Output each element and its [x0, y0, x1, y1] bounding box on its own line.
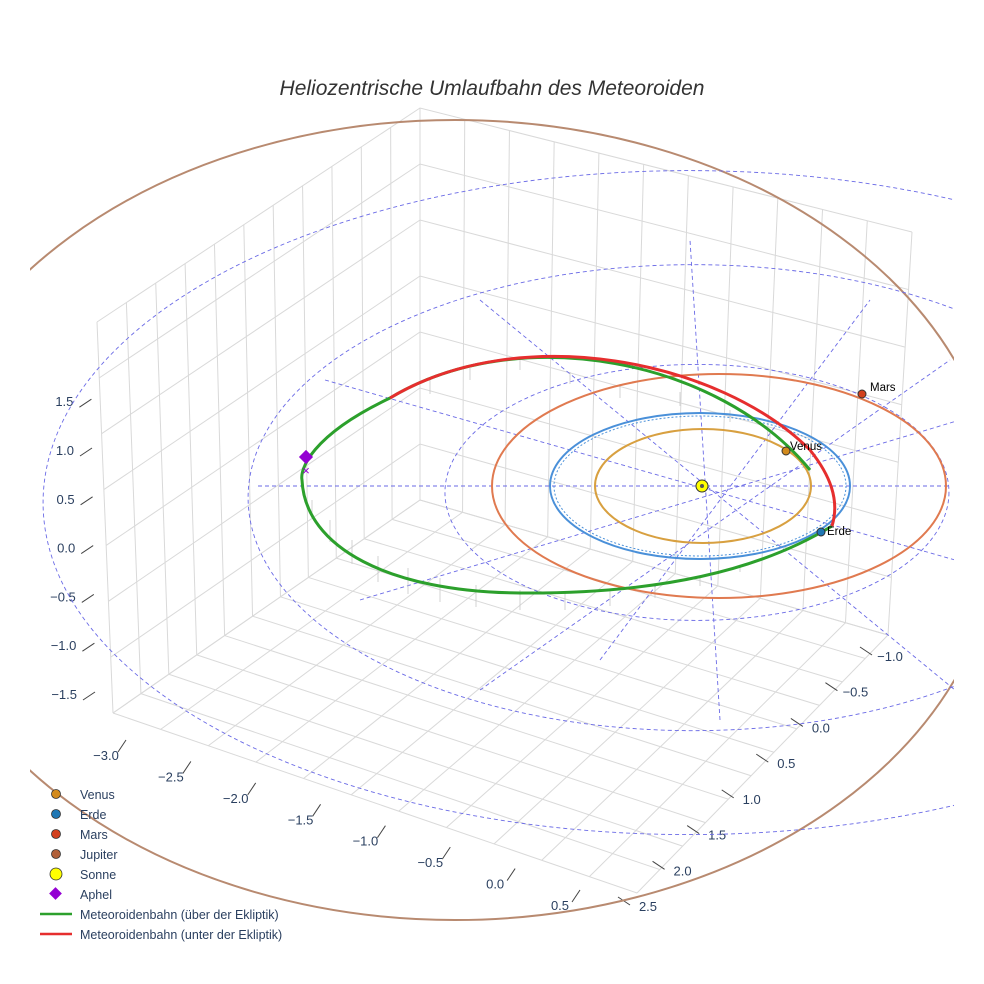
axis-ticks: −1.5 −1.0 −0.5 0.0 0.5 1.0 1.5 −3.0 −2.5 −2.0 −1.5… [50, 394, 903, 914]
svg-text:Meteoroidenbahn (über der Ekli: Meteoroidenbahn (über der Ekliptik) [80, 908, 279, 922]
y-tick-label: −0.5 [843, 685, 869, 700]
meteoroid-orbit-below [389, 354, 837, 527]
orbit-jupiter [30, 119, 954, 921]
y-tick-label: 0.0 [812, 720, 830, 735]
legend-item-venus: Venus [51, 788, 115, 802]
axis-grid [96, 107, 913, 894]
ecliptic-ring [247, 264, 954, 732]
legend-item-meteoroid-below: Meteoroidenbahn (unter der Ekliptik) [40, 928, 282, 942]
legend-item-erde: Erde [51, 808, 106, 822]
z-tick-label: −1.5 [51, 687, 77, 702]
legend: Venus Erde Mars Jupiter Sonne Aphel Mete… [40, 788, 282, 942]
marker-erde: Erde [816, 526, 851, 538]
svg-text:Erde: Erde [80, 808, 106, 822]
y-tick-label: 0.5 [777, 756, 795, 771]
chart-title: Heliozentrische Umlaufbahn des Meteoroid… [280, 77, 705, 100]
marker-venus: Venus [781, 441, 822, 456]
z-tick-label: −1.0 [51, 638, 77, 653]
x-tick-label: 0.5 [551, 898, 569, 913]
x-tick-label: −2.5 [158, 769, 184, 784]
svg-text:Mars: Mars [870, 382, 896, 394]
ecliptic-spoke [479, 299, 954, 690]
orbit-venus [594, 428, 812, 544]
y-tick-label: 2.5 [639, 899, 657, 914]
y-tick-label: −1.0 [877, 649, 903, 664]
legend-item-aphel: Aphel [49, 887, 112, 902]
z-tick-label: −0.5 [50, 589, 76, 604]
marker-aphel: × [298, 449, 314, 478]
x-tick-label: −2.0 [223, 791, 249, 806]
ecliptic-spoke [479, 359, 951, 691]
x-tick-label: −3.0 [93, 748, 119, 763]
orbit-erde-inner [553, 415, 847, 557]
marker-mars: Mars [857, 382, 896, 399]
y-tick-label: 2.0 [674, 863, 692, 878]
svg-text:Meteoroidenbahn (unter der Ekl: Meteoroidenbahn (unter der Ekliptik) [80, 928, 282, 942]
legend-item-mars: Mars [51, 828, 108, 842]
ecliptic-ring [42, 170, 954, 835]
svg-text:Venus: Venus [80, 788, 115, 802]
ecliptic-spoke [689, 239, 721, 721]
svg-text:Aphel: Aphel [80, 888, 112, 902]
z-tick-label: 0.0 [57, 541, 75, 556]
ecliptic-ring [444, 363, 950, 621]
svg-text:×: × [302, 463, 310, 478]
ecliptic-spoke [359, 421, 954, 601]
svg-text:Mars: Mars [80, 828, 108, 842]
svg-text:Jupiter: Jupiter [80, 848, 118, 862]
svg-text:Sonne: Sonne [80, 868, 116, 882]
y-tick-label: 1.5 [708, 828, 726, 843]
legend-item-sonne: Sonne [49, 867, 116, 882]
x-tick-label: −0.5 [417, 855, 443, 870]
z-tick-label: 0.5 [57, 492, 75, 507]
meteoroid-orbit-above [300, 355, 833, 595]
legend-item-meteoroid-above: Meteoroidenbahn (über der Ekliptik) [40, 908, 279, 922]
x-tick-label: −1.5 [288, 812, 314, 827]
ecliptic-spoke [324, 379, 954, 561]
x-tick-label: 0.0 [486, 877, 504, 892]
orbit-mars [491, 373, 947, 599]
ecliptic-spoke [599, 299, 871, 661]
svg-text:Venus: Venus [790, 441, 822, 453]
orbit-erde [549, 412, 851, 560]
x-tick-label: −1.0 [353, 834, 379, 849]
ecliptic-reference-grid [42, 170, 954, 835]
legend-item-jupiter: Jupiter [51, 848, 118, 862]
z-tick-label: 1.5 [55, 394, 73, 409]
svg-text:Erde: Erde [827, 526, 851, 538]
marker-sonne [695, 479, 709, 493]
z-tick-label: 1.0 [56, 443, 74, 458]
y-tick-label: 1.0 [743, 792, 761, 807]
